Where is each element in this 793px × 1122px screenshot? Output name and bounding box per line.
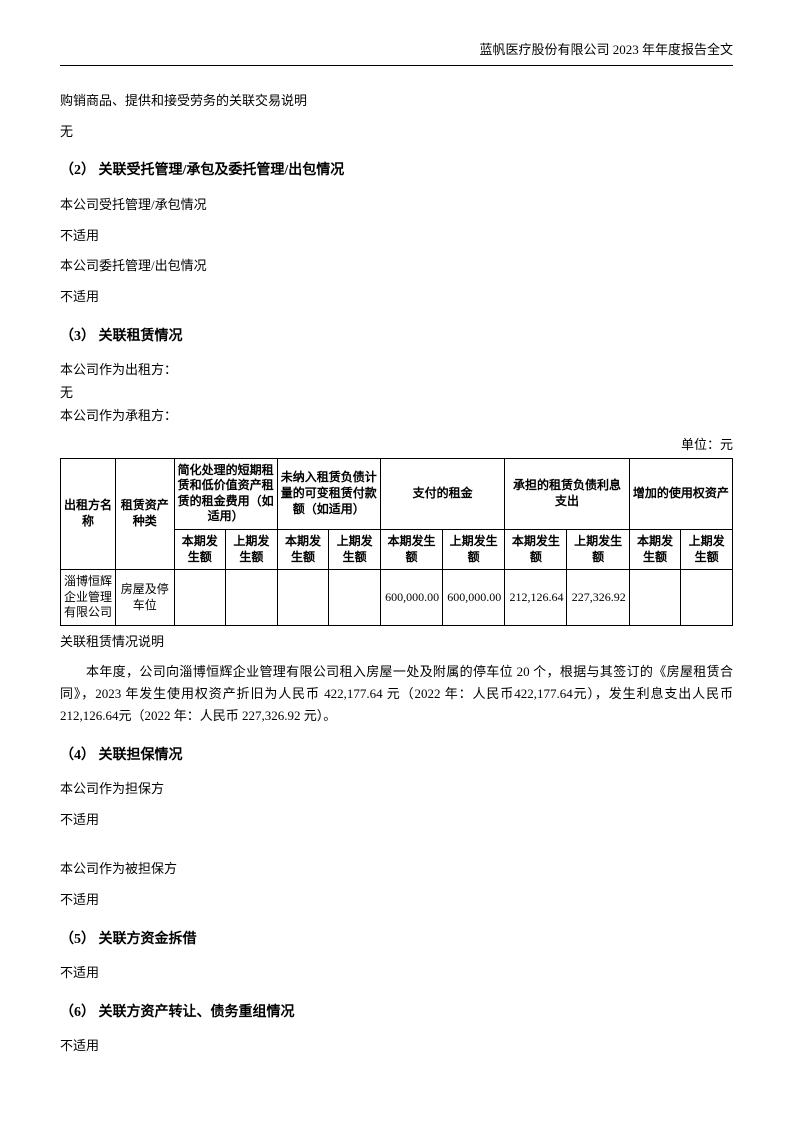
lease-table: 出租方名称 租赁资产种类 简化处理的短期租赁和低价值资产租赁的租金费用（如适用）…	[60, 458, 733, 626]
section3-line1: 本公司作为出租方：	[60, 360, 733, 381]
th-lessor: 出租方名称	[61, 458, 116, 570]
table-data-row: 淄博恒辉企业管理有限公司 房屋及停车位 600,000.00 600,000.0…	[61, 570, 733, 626]
section2-line4: 不适用	[60, 287, 733, 308]
th-current: 本期发生额	[174, 529, 226, 569]
td-rent-current: 600,000.00	[380, 570, 442, 626]
td-rent-prior: 600,000.00	[443, 570, 505, 626]
lease-caption: 关联租赁情况说明	[60, 632, 733, 653]
th-prior: 上期发生额	[329, 529, 381, 569]
section4-title: （4） 关联担保情况	[60, 745, 733, 767]
th-current: 本期发生额	[629, 529, 681, 569]
th-asset-type: 租赁资产种类	[116, 458, 174, 570]
td-simplified-current	[174, 570, 226, 626]
th-current: 本期发生额	[505, 529, 567, 569]
section6-title: （6） 关联方资产转让、债务重组情况	[60, 1002, 733, 1024]
section6-line1: 不适用	[60, 1036, 733, 1057]
table-header-row1: 出租方名称 租赁资产种类 简化处理的短期租赁和低价值资产租赁的租金费用（如适用）…	[61, 458, 733, 529]
unit-label: 单位：元	[60, 435, 733, 456]
section4-line3: 本公司作为被担保方	[60, 859, 733, 880]
th-interest: 承担的租赁负债利息支出	[505, 458, 629, 529]
section4-line1: 本公司作为担保方	[60, 779, 733, 800]
th-simplified: 简化处理的短期租赁和低价值资产租赁的租金费用（如适用）	[174, 458, 277, 529]
section5-title: （5） 关联方资金拆借	[60, 929, 733, 951]
intro-line1: 购销商品、提供和接受劳务的关联交易说明	[60, 91, 733, 112]
page-header: 蓝帆医疗股份有限公司 2023 年年度报告全文	[60, 40, 733, 66]
td-asset-type: 房屋及停车位	[116, 570, 174, 626]
section2-title: （2） 关联受托管理/承包及委托管理/出包情况	[60, 160, 733, 182]
th-prior: 上期发生额	[226, 529, 278, 569]
section3-line3: 本公司作为承租方：	[60, 406, 733, 427]
th-current: 本期发生额	[277, 529, 329, 569]
th-rou: 增加的使用权资产	[629, 458, 732, 529]
td-variable-prior	[329, 570, 381, 626]
intro-line2: 无	[60, 122, 733, 143]
section3-title: （3） 关联租赁情况	[60, 326, 733, 348]
td-interest-prior: 227,326.92	[567, 570, 629, 626]
td-lessor: 淄博恒辉企业管理有限公司	[61, 570, 116, 626]
th-rent-paid: 支付的租金	[380, 458, 504, 529]
th-prior: 上期发生额	[681, 529, 733, 569]
td-variable-current	[277, 570, 329, 626]
td-simplified-prior	[226, 570, 278, 626]
td-rou-current	[629, 570, 681, 626]
section2-line1: 本公司受托管理/承包情况	[60, 195, 733, 216]
th-current: 本期发生额	[380, 529, 442, 569]
td-interest-current: 212,126.64	[505, 570, 567, 626]
th-prior: 上期发生额	[443, 529, 505, 569]
section2-line3: 本公司委托管理/出包情况	[60, 256, 733, 277]
th-prior: 上期发生额	[567, 529, 629, 569]
section2-line2: 不适用	[60, 226, 733, 247]
section4-line2: 不适用	[60, 810, 733, 831]
section3-line2: 无	[60, 383, 733, 404]
lease-description: 本年度，公司向淄博恒辉企业管理有限公司租入房屋一处及附属的停车位 20 个，根据…	[60, 661, 733, 727]
td-rou-prior	[681, 570, 733, 626]
section4-line4: 不适用	[60, 890, 733, 911]
th-variable: 未纳入租赁负债计量的可变租赁付款额（如适用）	[277, 458, 380, 529]
section5-line1: 不适用	[60, 963, 733, 984]
